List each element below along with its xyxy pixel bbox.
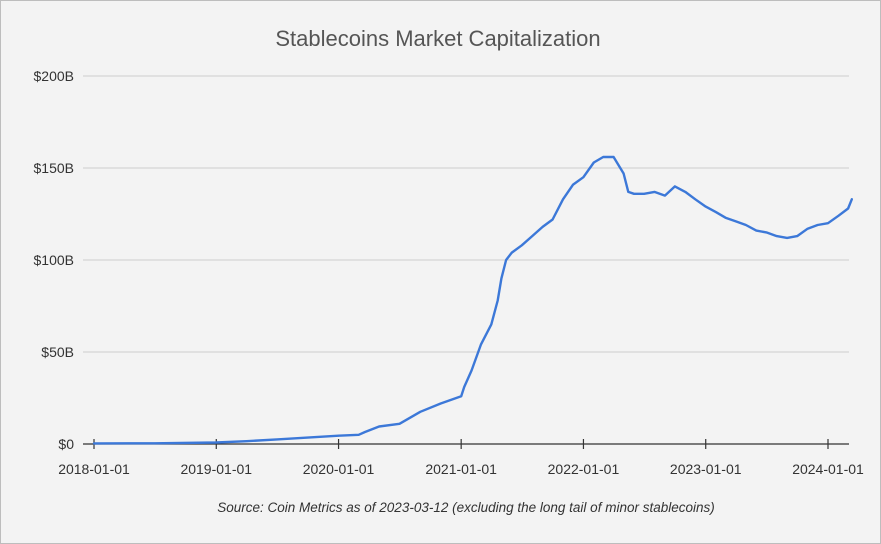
x-tick-label: 2022-01-01: [548, 461, 620, 477]
y-tick-label: $50B: [41, 344, 74, 360]
y-tick-label: $100B: [34, 252, 74, 268]
gridlines: [83, 75, 849, 353]
chart-title: Stablecoins Market Capitalization: [275, 26, 600, 51]
x-axis: 2018-01-01 2019-01-01 2020-01-01 2021-01-01…: [58, 439, 864, 477]
source-note: Source: Coin Metrics as of 2023-03-12 (e…: [217, 500, 715, 515]
x-tick-label: 2019-01-01: [180, 461, 252, 477]
y-tick-label: $200B: [34, 68, 74, 84]
x-tick-label: 2024-01-01: [792, 461, 864, 477]
y-axis-tick-labels: $0 $50B $100B $150B $200B: [34, 68, 75, 452]
market-cap-line: [92, 155, 853, 445]
x-tick-label: 2023-01-01: [670, 461, 742, 477]
x-tick-label: 2020-01-01: [303, 461, 375, 477]
x-tick-label: 2018-01-01: [58, 461, 130, 477]
y-tick-label: $150B: [34, 160, 74, 176]
x-tick-label: 2021-01-01: [425, 461, 497, 477]
y-tick-label: $0: [58, 436, 74, 452]
